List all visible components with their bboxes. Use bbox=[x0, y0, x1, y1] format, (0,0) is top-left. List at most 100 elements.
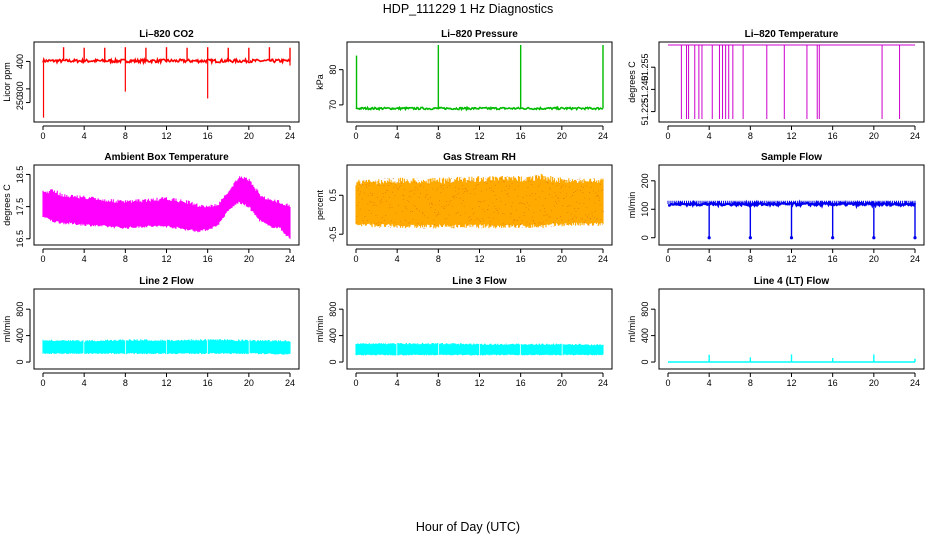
frame-line4 bbox=[658, 288, 925, 370]
series-line2 bbox=[42, 339, 291, 355]
xtick-label-temperature-6: 24 bbox=[910, 131, 920, 141]
xtick-label-line4-6: 24 bbox=[910, 378, 920, 388]
xtick-label-line3-2: 8 bbox=[436, 378, 441, 388]
frame-rh bbox=[346, 164, 613, 246]
figure-title: HDP_111229 1 Hz Diagnostics bbox=[383, 2, 553, 16]
xtick-label-temperature-3: 12 bbox=[786, 131, 796, 141]
xtick-label-temperature-2: 8 bbox=[748, 131, 753, 141]
xtick-label-sampleflow-0: 0 bbox=[665, 254, 670, 264]
yaxis-line3: 0 400 800 bbox=[328, 302, 344, 365]
xtick-label-line4-4: 16 bbox=[828, 378, 838, 388]
xtick-label-line4-1: 4 bbox=[707, 378, 712, 388]
ytick-label-sampleflow-0: 0 bbox=[640, 235, 650, 240]
ytick-label-co2-2: 400 bbox=[15, 54, 25, 69]
ytick-label-boxtemp-2: 18.5 bbox=[15, 166, 25, 184]
yaxis-line4: 0 400 800 bbox=[640, 302, 656, 365]
frame-temperature bbox=[658, 41, 925, 123]
ytick-label-line4-2: 800 bbox=[640, 302, 650, 317]
xtick-label-boxtemp-1: 4 bbox=[82, 254, 87, 264]
panel-title-pressure: Li–820 Pressure bbox=[441, 29, 518, 40]
xtick-label-line2-2: 8 bbox=[123, 378, 128, 388]
panel-sampleflow: Sample Flow ml/min 0 4 8 12 16 20 24 0 100 200 bbox=[627, 152, 925, 264]
ytick-label-line2-0: 0 bbox=[15, 360, 25, 365]
xtick-label-pressure-5: 20 bbox=[557, 131, 567, 141]
panel-title-boxtemp: Ambient Box Temperature bbox=[104, 152, 229, 163]
xtick-label-co2-5: 20 bbox=[244, 131, 254, 141]
xtick-label-sampleflow-6: 24 bbox=[910, 254, 920, 264]
panel-title-rh: Gas Stream RH bbox=[443, 152, 516, 163]
yaxis-sampleflow: 0 100 200 bbox=[640, 173, 656, 240]
panel-pressure: Li–820 Pressure kPa 0 4 8 12 16 20 24 70 80 bbox=[315, 29, 613, 141]
xaxis-rh: 0 4 8 12 16 20 24 bbox=[353, 248, 608, 264]
panel-line4: Line 4 (LT) Flow ml/min 0 4 8 12 16 20 24 0 400 800 bbox=[627, 276, 925, 388]
baseline-co2 bbox=[42, 56, 291, 66]
xtick-label-boxtemp-0: 0 bbox=[40, 254, 45, 264]
xtick-label-pressure-6: 24 bbox=[598, 131, 608, 141]
xtick-label-temperature-4: 16 bbox=[828, 131, 838, 141]
ylabel-rh: percent bbox=[315, 189, 325, 220]
xtick-label-sampleflow-2: 8 bbox=[748, 254, 753, 264]
xaxis-boxtemp: 0 4 8 12 16 20 24 bbox=[40, 248, 295, 264]
xtick-label-co2-6: 24 bbox=[285, 131, 295, 141]
xaxis-line3: 0 4 8 12 16 20 24 bbox=[353, 372, 608, 388]
frame-sampleflow bbox=[658, 164, 925, 246]
panel-title-co2: Li–820 CO2 bbox=[139, 29, 194, 40]
panel-title-temperature: Li–820 Temperature bbox=[745, 29, 839, 40]
xtick-label-line2-4: 16 bbox=[203, 378, 213, 388]
ytick-label-temperature-2: 51.255 bbox=[640, 53, 650, 81]
ytick-label-line3-2: 800 bbox=[328, 302, 338, 317]
ytick-label-rh-1: 0.5 bbox=[328, 189, 338, 202]
panel-line2: Line 2 Flow ml/min 0 4 8 12 16 20 24 0 400 800 bbox=[2, 276, 300, 388]
xtick-label-boxtemp-5: 20 bbox=[244, 254, 254, 264]
ytick-label-co2-1: 300 bbox=[15, 81, 25, 96]
yaxis-boxtemp: 16.5 17.5 18.5 bbox=[15, 166, 31, 248]
ytick-label-pressure-1: 80 bbox=[328, 65, 338, 75]
yaxis-line2: 0 400 800 bbox=[15, 302, 31, 365]
flowdrop-point-5 bbox=[913, 236, 917, 240]
xtick-label-line3-3: 12 bbox=[474, 378, 484, 388]
frame-co2 bbox=[33, 41, 300, 123]
xtick-label-line4-2: 8 bbox=[748, 378, 753, 388]
ytick-label-temperature-1: 51.240 bbox=[640, 76, 650, 104]
ytick-label-pressure-0: 70 bbox=[328, 100, 338, 110]
ytick-label-line2-2: 800 bbox=[15, 302, 25, 317]
xtick-label-rh-0: 0 bbox=[353, 254, 358, 264]
series-pressure bbox=[355, 45, 604, 112]
xtick-label-boxtemp-3: 12 bbox=[161, 254, 171, 264]
frame-pressure bbox=[346, 41, 613, 123]
flowdrop-point-0 bbox=[707, 236, 711, 240]
yaxis-pressure: 70 80 bbox=[328, 65, 344, 110]
baseline-pressure bbox=[355, 105, 604, 112]
xtick-label-rh-1: 4 bbox=[395, 254, 400, 264]
ytick-label-sampleflow-1: 100 bbox=[640, 202, 650, 217]
xtick-label-co2-2: 8 bbox=[123, 131, 128, 141]
ylabel-temperature: degrees C bbox=[627, 61, 637, 103]
ylabel-line3: ml/min bbox=[315, 316, 325, 343]
xtick-label-pressure-1: 4 bbox=[395, 131, 400, 141]
series-sampleflow bbox=[667, 199, 917, 240]
flowdrop-point-4 bbox=[872, 236, 876, 240]
xtick-label-sampleflow-5: 20 bbox=[869, 254, 879, 264]
panel-line3: Line 3 Flow ml/min 0 4 8 12 16 20 24 0 400 800 bbox=[315, 276, 613, 388]
xtick-label-line4-3: 12 bbox=[786, 378, 796, 388]
xaxis-pressure: 0 4 8 12 16 20 24 bbox=[353, 125, 608, 141]
ytick-label-line3-0: 0 bbox=[328, 360, 338, 365]
ylabel-line4: ml/min bbox=[627, 316, 637, 343]
xtick-label-line2-0: 0 bbox=[40, 378, 45, 388]
frame-line3 bbox=[346, 288, 613, 370]
xtick-label-line3-6: 24 bbox=[598, 378, 608, 388]
ylabel-sampleflow: ml/min bbox=[627, 192, 637, 219]
ytick-label-sampleflow-2: 200 bbox=[640, 173, 650, 188]
xtick-label-rh-3: 12 bbox=[474, 254, 484, 264]
panel-boxtemp: Ambient Box Temperature degrees C 0 4 8 12 16 2… bbox=[2, 152, 300, 264]
xtick-label-co2-1: 4 bbox=[82, 131, 87, 141]
ylabel-co2: Licor ppm bbox=[2, 62, 12, 102]
xaxis-temperature: 0 4 8 12 16 20 24 bbox=[665, 125, 920, 141]
xtick-label-line2-5: 20 bbox=[244, 378, 254, 388]
series-line4 bbox=[668, 354, 916, 363]
xtick-label-line2-3: 12 bbox=[161, 378, 171, 388]
panel-title-line2: Line 2 Flow bbox=[139, 276, 194, 287]
